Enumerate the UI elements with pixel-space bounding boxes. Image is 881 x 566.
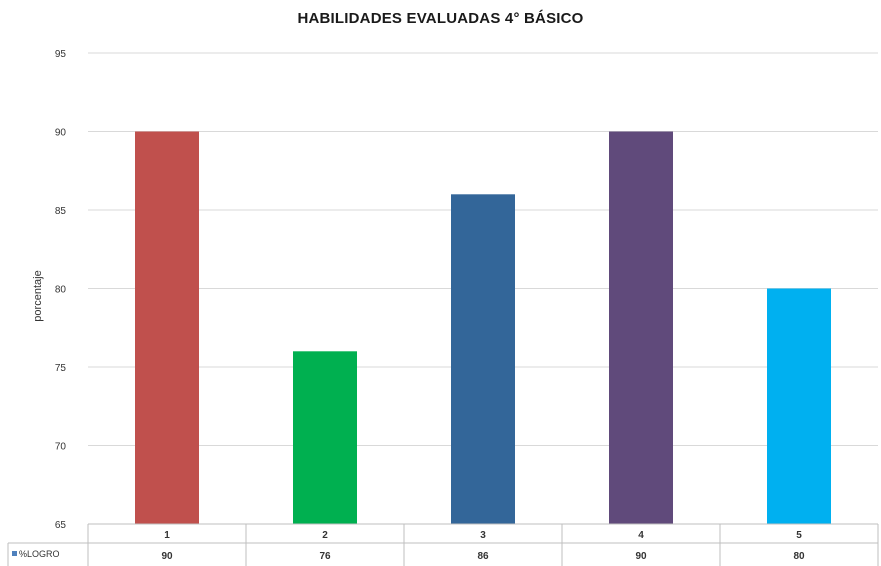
bar [293, 351, 357, 524]
y-tick-label: 85 [55, 206, 67, 217]
y-tick-label: 95 [55, 49, 67, 60]
x-tick-label: 5 [796, 530, 802, 541]
x-tick-label: 1 [164, 530, 170, 541]
y-tick-label: 80 [55, 285, 67, 296]
y-tick-label: 90 [55, 128, 67, 139]
y-tick-label: 75 [55, 363, 67, 374]
bar [767, 288, 831, 524]
x-tick-label: 2 [322, 530, 328, 541]
data-table-value: 90 [161, 551, 173, 562]
chart-title: HABILIDADES EVALUADAS 4° BÁSICO [297, 10, 584, 27]
bar [135, 131, 199, 524]
x-tick-label: 3 [480, 530, 486, 541]
data-table-value: 90 [635, 551, 647, 562]
data-table-value: 86 [477, 551, 489, 562]
data-table-value: 80 [793, 551, 805, 562]
data-table-value: 76 [319, 551, 331, 562]
legend-label: %LOGRO [19, 549, 60, 559]
bar [609, 131, 673, 524]
bar [451, 194, 515, 525]
legend-swatch [12, 551, 17, 556]
x-tick-label: 4 [638, 530, 644, 541]
y-tick-label: 70 [55, 442, 67, 453]
y-tick-label: 65 [55, 520, 67, 531]
